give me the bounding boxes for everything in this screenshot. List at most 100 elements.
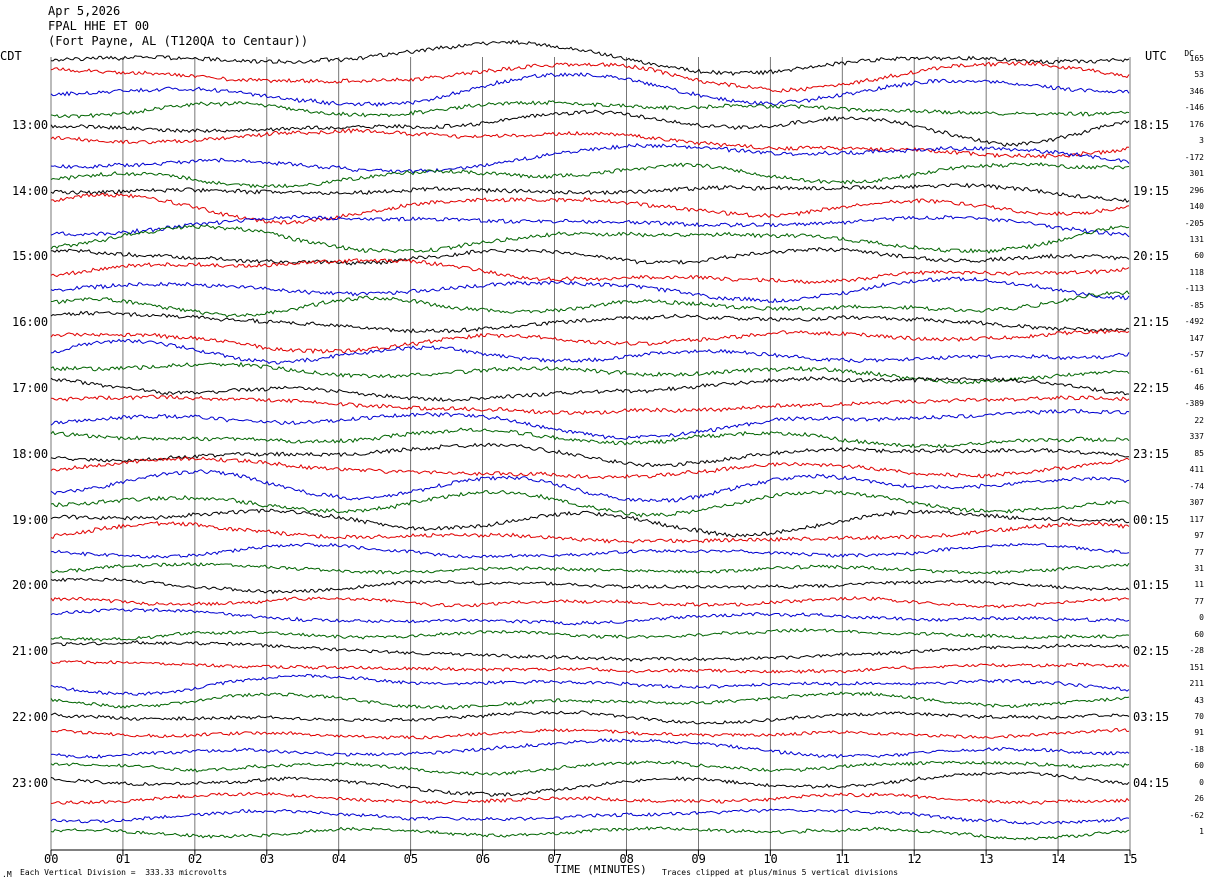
station-name: FPAL HHE ET 00 [48,19,150,33]
dc-offset-label: 60 [1194,251,1204,261]
seismic-trace [50,214,1130,238]
seismic-trace [50,408,1130,440]
utc-hour-label: 01:15 [1133,578,1170,593]
x-tick-label: 05 [403,852,419,866]
seismic-trace [50,738,1130,759]
x-tick-label: 10 [763,852,778,866]
dc-offset-label: 60 [1194,761,1204,771]
seismic-trace [50,710,1130,725]
x-tick-label: 14 [1051,852,1066,866]
utc-hour-label: 19:15 [1133,183,1170,198]
dc-offset-label: 346 [1189,86,1204,96]
x-axis-title: TIME (MINUTES) [554,863,647,876]
dc-offset-label: -205 [1184,218,1204,228]
x-tick-label: 06 [475,852,491,866]
clip-note: Traces clipped at plus/minus 5 vertical … [662,868,899,877]
utc-hour-label: 00:15 [1133,512,1170,527]
x-tick-label: 04 [331,852,347,866]
dc-offset-label: 211 [1189,679,1204,689]
x-tick-label: 08 [619,852,634,866]
dc-offset-label: 91 [1194,728,1204,738]
utc-hour-label: 04:15 [1133,775,1170,790]
cdt-hour-label: 18:00 [12,446,49,461]
dc-offset-label: -28 [1189,646,1204,656]
station-location: (Fort Payne, AL (T120QA to Centaur)) [48,34,309,48]
seismic-trace [50,376,1130,402]
seismic-trace [50,456,1130,480]
seismic-trace [50,826,1130,841]
cdt-hour-label: 15:00 [12,249,49,264]
dc-offset-label: 131 [1189,234,1204,244]
dc-offset-label: 77 [1194,596,1204,606]
cdt-hour-label: 20:00 [12,578,49,593]
seismic-trace [50,128,1130,160]
seismic-trace [50,791,1130,805]
x-tick-label: 01 [115,852,131,866]
dc-offset-label: -61 [1189,366,1204,376]
dc-offset-label: -74 [1189,481,1204,491]
dc-offset-label: 22 [1194,415,1204,425]
dc-offset-label: 0 [1199,613,1204,623]
seismic-trace [50,162,1130,189]
seismic-trace [50,595,1130,609]
dc-offset-label: -492 [1184,317,1204,327]
right-timezone-label: UTC [1145,49,1167,63]
dc-offset-label: 11 [1194,580,1204,590]
dc-offset-label: 53 [1194,70,1204,80]
dc-offset-label: 165 [1189,54,1204,63]
seismic-trace [50,224,1130,254]
dc-offset-label: 337 [1189,432,1204,442]
dc-offset-label: 26 [1194,794,1204,804]
dc-offset-label: 140 [1189,202,1204,212]
corner-mark: .M [2,870,12,879]
scale-note: Each Vertical Division = 333.33 microvol… [20,868,228,877]
seismic-trace [50,427,1130,448]
x-tick-label: 12 [907,852,922,866]
cdt-hour-label: 21:00 [12,644,49,659]
dc-offset-label: 296 [1189,185,1204,195]
seismic-trace [50,361,1130,385]
cdt-hour-label: 16:00 [12,315,49,330]
seismic-trace [50,542,1130,559]
seismic-trace [50,808,1130,826]
seismic-trace [50,246,1130,266]
dc-offset-label: 307 [1189,498,1204,508]
dc-offset-label: 31 [1194,563,1204,573]
seismic-trace [50,100,1130,119]
dc-offset-label: -172 [1184,152,1204,162]
x-tick-label: 07 [547,852,562,866]
seismic-trace [50,627,1130,642]
seismic-trace [50,192,1130,226]
seismic-trace [50,760,1130,776]
utc-hour-label: 02:15 [1133,644,1170,659]
x-tick-label: 09 [691,852,706,866]
seismic-trace [50,258,1130,285]
dc-offset-label: 118 [1189,267,1204,277]
dc-offset-label: 176 [1189,119,1204,129]
x-tick-label: 13 [979,852,994,866]
seismic-trace [50,562,1130,575]
dc-offset-label: 77 [1194,547,1204,557]
dc-offset-label: -113 [1184,284,1204,294]
seismic-trace [50,39,1130,76]
cdt-hour-label: 19:00 [12,512,49,527]
dc-offset-label: -57 [1189,350,1204,360]
dc-header-label: DC [1184,49,1194,58]
seismic-trace [50,109,1130,147]
seismic-trace [50,489,1130,518]
dc-offset-label: 117 [1189,514,1204,524]
dc-offset-label: 411 [1189,465,1204,475]
seismic-trace [50,442,1129,468]
dc-offset-label: 147 [1189,333,1204,343]
seismic-trace [50,508,1130,538]
seismic-trace [50,290,1130,318]
utc-hour-label: 20:15 [1133,249,1170,264]
dc-offset-label: 0 [1199,777,1204,787]
utc-hour-label: 21:15 [1133,315,1170,330]
seismic-trace [50,329,1130,354]
x-tick-label: 03 [259,852,275,866]
x-tick-label: 15 [1123,852,1138,866]
chart-date: Apr 5,2026 [48,4,121,18]
seismic-trace [50,691,1130,710]
seismic-trace [50,660,1130,674]
